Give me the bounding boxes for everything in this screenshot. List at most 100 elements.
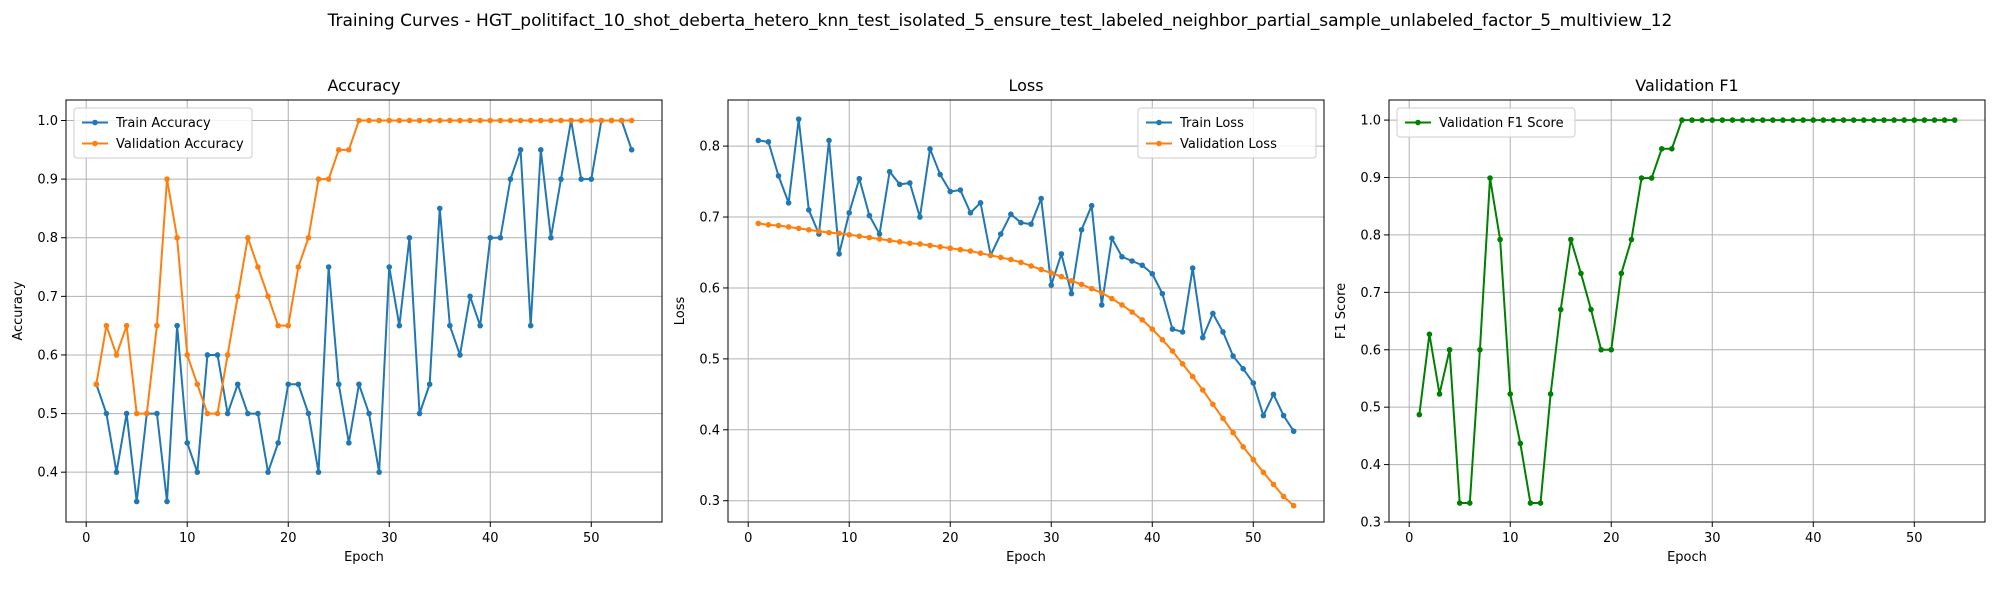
validation-accuracy-point <box>174 234 180 241</box>
validation-f1-score-point <box>1931 117 1938 123</box>
train-loss-point <box>917 214 923 220</box>
validation-loss-point <box>1230 429 1236 436</box>
validation-accuracy-point <box>113 352 120 358</box>
validation-accuracy-point <box>154 322 160 329</box>
validation-accuracy-point <box>93 381 100 388</box>
train-loss-point <box>1109 235 1115 242</box>
validation-loss-point <box>775 222 782 229</box>
validation-f1-score-point <box>1658 146 1665 152</box>
loss-y-tick-label: 0.5 <box>699 352 720 367</box>
train-accuracy-point <box>164 498 170 505</box>
validation-accuracy-point <box>396 117 403 124</box>
train-loss-point <box>806 207 812 213</box>
accuracy-x-tick-label: 30 <box>381 531 398 546</box>
validation-f1-score-point <box>1719 117 1726 123</box>
accuracy-chart-panel: 0 10 20 30 40 50 0.4 0.5 0.6 0.7 0.8 0.9 1.0 Accuracy… <box>11 76 663 565</box>
loss-y-tick-label: 0.6 <box>699 281 720 296</box>
validation-f1-score-point <box>1770 117 1776 123</box>
validation-accuracy-point <box>426 117 433 124</box>
validation-f1-chart-panel: 0 10 20 30 40 50 0.3 0.4 0.5 0.6 0.7 0.8 0.9 1.0 Valid… <box>1334 76 1986 565</box>
validation-loss-point <box>1109 295 1115 302</box>
train-accuracy-point <box>113 469 120 475</box>
train-accuracy-point <box>447 322 453 329</box>
validation-f1-score-point <box>1679 117 1685 123</box>
validation-f1-score-point <box>1891 117 1897 123</box>
train-accuracy-point <box>487 234 494 241</box>
loss-chart-panel: 0 10 20 30 40 50 0.3 0.4 0.5 0.6 0.7 0.8 Loss Epoch Lo… <box>673 76 1325 565</box>
train-loss-point <box>1068 290 1075 297</box>
validation-loss-point <box>876 236 883 242</box>
validation-f1-score-point <box>1537 500 1544 506</box>
train-loss-point <box>1098 302 1105 308</box>
train-accuracy-point <box>265 469 271 475</box>
validation-accuracy-point <box>204 410 211 417</box>
validation-loss-point <box>927 242 933 249</box>
validation-loss-point <box>1058 273 1065 280</box>
validation-accuracy-point <box>467 117 473 124</box>
train-loss-point <box>1139 262 1145 269</box>
train-accuracy-legend-label: Train Accuracy <box>115 116 211 131</box>
validation-loss-point <box>816 228 822 235</box>
validation-loss-point <box>846 231 853 238</box>
accuracy-y-tick-label: 1.0 <box>37 114 58 129</box>
loss-legend: Train Loss Validation Loss <box>1137 107 1317 159</box>
accuracy-y-axis-label: Accuracy <box>11 281 26 341</box>
validation-f1-score-point <box>1648 175 1655 181</box>
validation-accuracy-point <box>436 117 443 124</box>
validation-accuracy-point <box>578 117 584 124</box>
validation-f1-score-point <box>1790 117 1796 123</box>
validation-accuracy-point <box>447 117 453 124</box>
train-accuracy-point <box>234 381 241 388</box>
validation-f1-axes-frame <box>1388 99 1986 523</box>
validation-loss-point <box>997 254 1004 261</box>
validation-f1-x-tick-label: 0 <box>1405 531 1413 546</box>
train-accuracy-point <box>628 147 635 153</box>
validation-accuracy-point <box>245 234 251 241</box>
validation-accuracy-point <box>568 117 574 124</box>
validation-accuracy-point <box>608 117 615 124</box>
validation-accuracy-point <box>416 117 423 124</box>
validation-loss-point <box>1280 493 1287 500</box>
train-loss-point <box>826 137 832 144</box>
validation-loss-point <box>1179 361 1186 367</box>
train-loss-point <box>997 231 1004 237</box>
train-loss-point <box>1048 282 1055 288</box>
validation-loss-point <box>1098 290 1105 296</box>
loss-y-tick-label: 0.7 <box>699 211 720 226</box>
validation-accuracy-point <box>325 176 332 182</box>
validation-f1-score-point <box>1780 117 1786 123</box>
train-accuracy-point <box>245 410 251 417</box>
validation-accuracy-point <box>194 381 201 388</box>
train-loss-point <box>1119 253 1125 260</box>
validation-accuracy-point <box>335 147 342 153</box>
train-loss-point <box>836 251 842 257</box>
train-accuracy-point <box>325 264 332 270</box>
train-accuracy-point <box>537 147 544 153</box>
validation-f1-score-point <box>1951 117 1958 123</box>
validation-f1-score-point <box>1618 270 1625 277</box>
validation-f1-legend: Validation F1 Score <box>1396 107 1576 138</box>
validation-f1-score-point <box>1608 346 1615 353</box>
validation-loss-point <box>886 237 893 244</box>
validation-loss-point <box>1270 481 1277 488</box>
validation-f1-score-point <box>1901 117 1907 123</box>
validation-f1-score-point <box>1921 117 1928 123</box>
accuracy-x-tick-label: 20 <box>280 531 297 546</box>
train-loss-point <box>1210 310 1216 317</box>
train-accuracy-point <box>558 176 564 182</box>
train-accuracy-point <box>184 440 191 446</box>
validation-accuracy-point <box>537 117 544 124</box>
train-loss-point <box>947 188 954 195</box>
validation-loss-point <box>1028 263 1034 269</box>
train-accuracy-point <box>154 410 160 417</box>
validation-accuracy-point <box>527 117 534 124</box>
validation-f1-score-point <box>1446 346 1453 353</box>
train-accuracy-point <box>224 410 231 417</box>
validation-accuracy-point <box>234 293 241 300</box>
validation-loss-point <box>896 239 903 245</box>
accuracy-legend-box <box>73 107 253 159</box>
train-accuracy-point <box>214 352 221 358</box>
train-loss-point <box>1169 326 1176 332</box>
train-loss-point <box>1159 290 1166 297</box>
validation-f1-x-tick-label: 20 <box>1603 531 1620 546</box>
